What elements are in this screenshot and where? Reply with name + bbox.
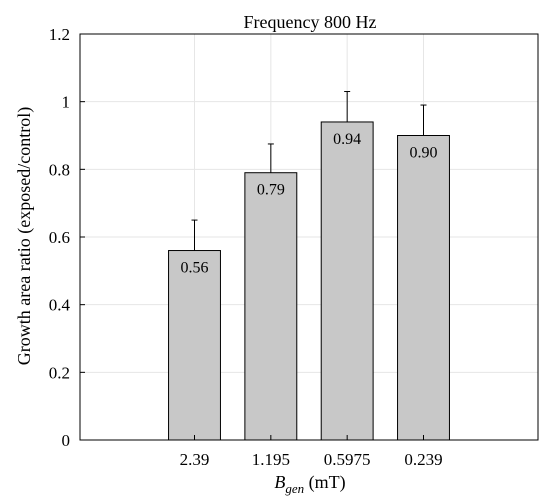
x-tick-label: 1.195 — [252, 450, 290, 469]
y-tick-label: 0 — [62, 431, 71, 450]
data-label-0.5975: 0.94 — [333, 131, 361, 148]
bar-2.39 — [168, 250, 221, 441]
y-ticks: 0 0.2 0.4 0.6 0.8 1 1.2 — [49, 25, 85, 450]
x-tick-label: 0.239 — [404, 450, 442, 469]
bar-0.5975 — [320, 121, 374, 441]
y-tick-label: 0.6 — [49, 228, 70, 247]
x-axis-label-base: B — [274, 472, 285, 492]
data-label-1.195: 0.79 — [257, 182, 285, 199]
grid-lines — [80, 33, 538, 441]
data-label-0.239: 0.90 — [410, 145, 438, 162]
x-ticks: 2.39 1.195 0.5975 0.239 — [180, 435, 443, 469]
x-axis-label-unit: (mT) — [304, 472, 345, 493]
error-bars — [191, 91, 427, 251]
y-tick-label: 1.2 — [49, 25, 70, 44]
y-tick-label: 0.4 — [49, 296, 71, 315]
x-tick-label: 2.39 — [180, 450, 210, 469]
data-label-2.39: 0.56 — [181, 260, 209, 277]
y-tick-label: 0.8 — [49, 160, 70, 179]
bars — [168, 121, 450, 441]
x-tick-label: 0.5975 — [324, 450, 371, 469]
bar-1.195 — [244, 172, 298, 441]
chart-title: Frequency 800 Hz — [244, 12, 377, 32]
x-axis-label: Bgen (mT) — [274, 472, 345, 496]
data-labels: 0.56 0.79 0.94 0.90 — [181, 131, 438, 277]
y-tick-label: 1 — [62, 93, 71, 112]
y-axis-label: Growth area ratio (exposed/control) — [14, 107, 35, 365]
x-axis-label-subscript: gen — [285, 481, 304, 496]
bar-0.239 — [397, 135, 450, 441]
y-tick-label: 0.2 — [49, 363, 70, 382]
